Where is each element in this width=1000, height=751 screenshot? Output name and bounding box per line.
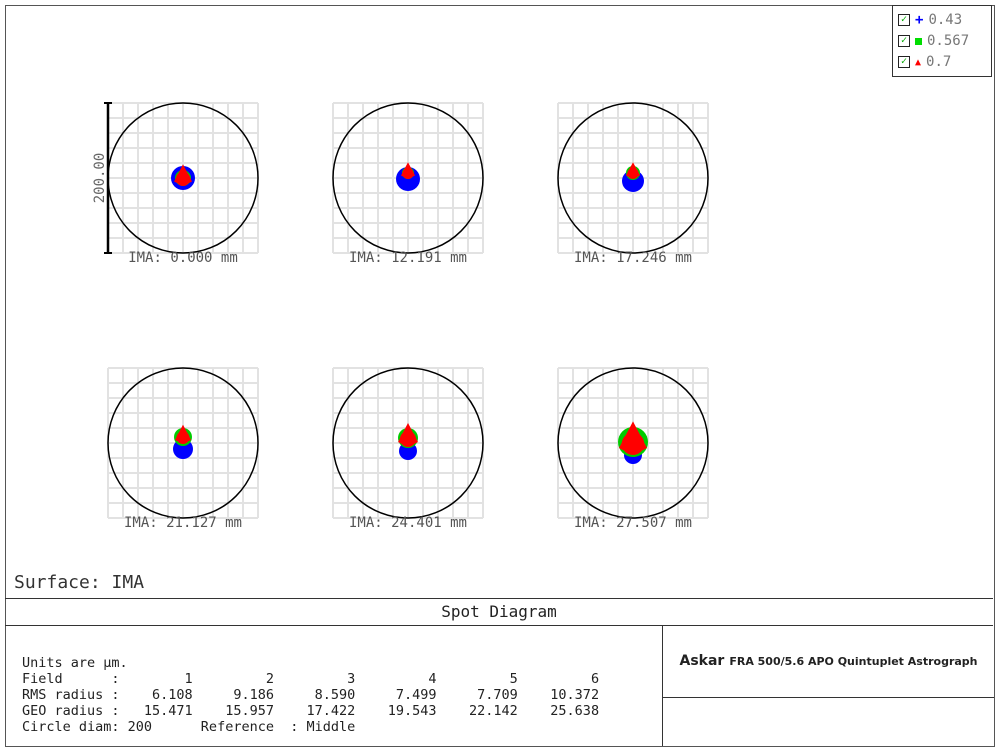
field-panel-4: IMA: 21.127 mm: [107, 367, 259, 531]
legend-label: 0.43: [928, 12, 963, 28]
field-label: IMA: 21.127 mm: [124, 515, 242, 531]
brand-subtitle: FRA 500/5.6 APO Quintuplet Astrograph: [729, 654, 978, 668]
legend-item-0.43[interactable]: ✓ +0.43: [898, 11, 962, 29]
field-panel-5: IMA: 24.401 mm: [332, 367, 484, 531]
brand-block: Askar FRA 500/5.6 APO Quintuplet Astrogra…: [663, 625, 994, 698]
spot-0.7: [176, 431, 190, 444]
legend-item-0.7[interactable]: ✓ ▲ 0.7: [898, 53, 951, 71]
field-panel-6: IMA: 27.507 mm: [557, 367, 709, 531]
airy-reference-circle: [557, 102, 709, 254]
spot-plot: IMA: 0.000 mm IMA: 12.191 mm IMA: 17.246 m…: [92, 102, 709, 531]
legend-label: 0.567: [927, 33, 970, 49]
spot-0.7: [175, 171, 191, 186]
rms-row: RMS radius : 6.108 9.186 8.590 7.499 7.7…: [22, 687, 600, 703]
field-label: IMA: 17.246 mm: [574, 250, 692, 266]
field-row: Field : 1 2 3 4 5 6: [22, 671, 600, 687]
triangle-icon: ▲: [915, 56, 922, 68]
units-text: Units are µm.: [22, 655, 128, 671]
surface-label: Surface: IMA: [14, 572, 145, 593]
plot-border: [5, 5, 995, 747]
circle-row: Circle diam: 200 Reference : Middle: [22, 719, 356, 735]
chart-title: Spot Diagram: [5, 599, 993, 626]
spot-0.7: [627, 167, 639, 179]
airy-reference-circle: [332, 367, 484, 519]
airy-reference-circle: [107, 367, 259, 519]
airy-reference-circle: [557, 367, 709, 519]
legend-label: 0.7: [926, 54, 952, 70]
legend: ✓ +0.43 ✓ 0.567 ✓ ▲ 0.7: [892, 5, 992, 77]
title-block: Askar FRA 500/5.6 APO Quintuplet Astrogra…: [662, 625, 994, 746]
legend-item-0.567[interactable]: ✓ 0.567: [898, 32, 969, 50]
plus-icon: +: [915, 12, 924, 28]
info-panel: Spot Diagram Units are µm. Field : 1 2 3 …: [5, 598, 994, 746]
spot-0.7: [400, 431, 416, 447]
spot-0.7: [621, 432, 645, 455]
spot-statistics: Units are µm. Field : 1 2 3 4 5 6 RMS radi…: [22, 655, 599, 735]
checkbox-icon[interactable]: ✓: [898, 35, 910, 47]
checkbox-icon[interactable]: ✓: [898, 56, 910, 68]
scale-bar: 200.00: [92, 102, 112, 254]
geo-row: GEO radius : 15.471 15.957 17.422 19.543…: [22, 703, 600, 719]
field-panel-2: IMA: 12.191 mm: [332, 102, 484, 266]
field-panel-3: IMA: 17.246 mm: [557, 102, 709, 266]
field-label: IMA: 27.507 mm: [574, 515, 692, 531]
field-label: IMA: 12.191 mm: [349, 250, 467, 266]
spot-0.7: [402, 167, 414, 179]
field-label: IMA: 24.401 mm: [349, 515, 467, 531]
brand-logo: Askar: [679, 653, 725, 669]
airy-reference-circle: [332, 102, 484, 254]
field-label: IMA: 0.000 mm: [128, 250, 238, 266]
field-panel-1: IMA: 0.000 mm: [107, 102, 259, 266]
scale-bar-label: 200.00: [92, 153, 108, 204]
checkbox-icon[interactable]: ✓: [898, 14, 910, 26]
square-icon: [915, 37, 922, 45]
